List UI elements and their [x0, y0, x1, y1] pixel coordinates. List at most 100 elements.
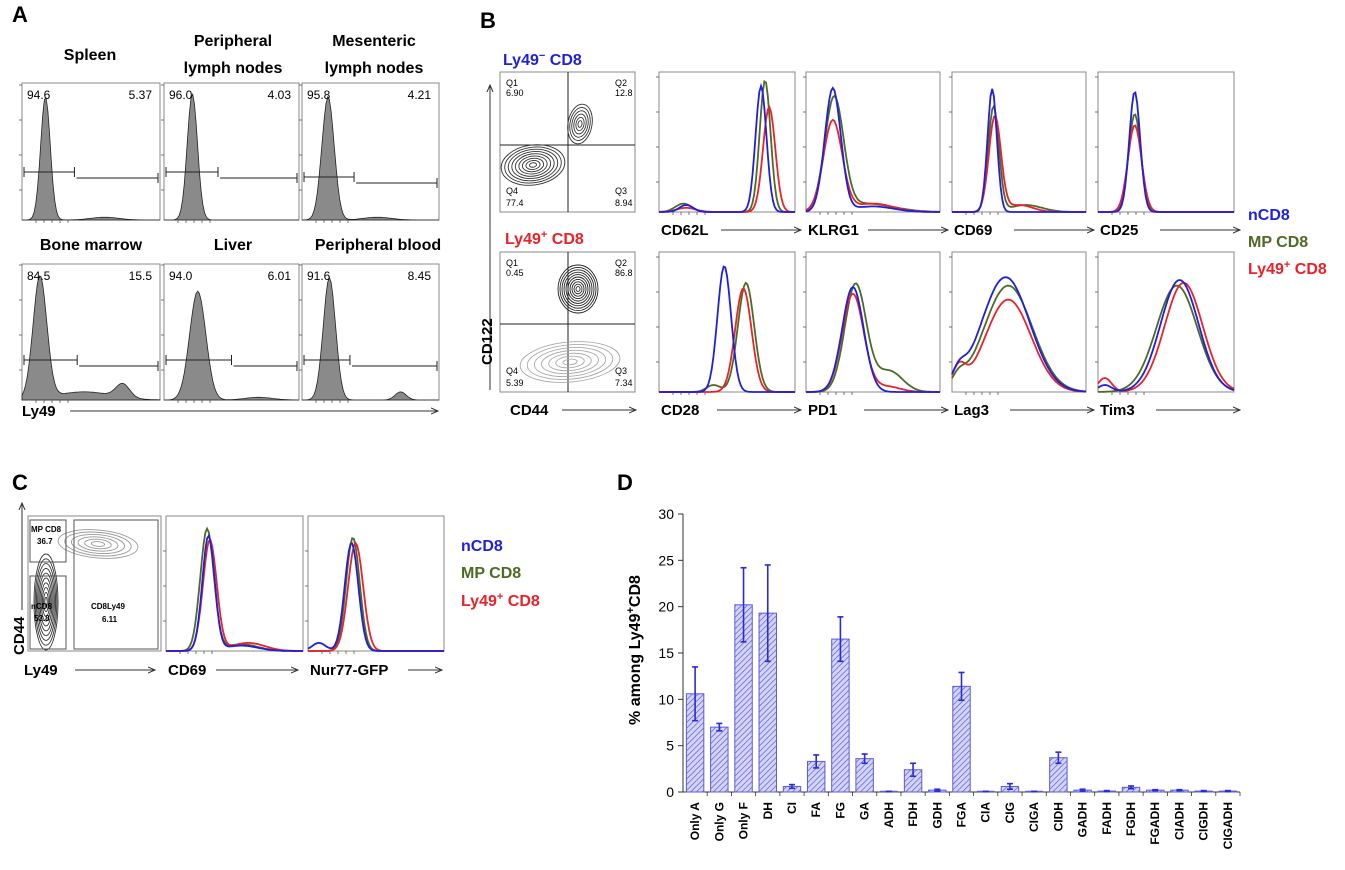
panel-b-contour-blob [504, 146, 562, 184]
panel-b-contour-blob [569, 278, 587, 300]
panel-b-q4-value: 5.39 [506, 378, 524, 388]
panel-c-contour-blob [34, 558, 58, 646]
panel-a-histogram-area [302, 276, 439, 401]
mp-cd8-histogram-line [806, 282, 940, 393]
panel-c-gate-ly49-name: CD8Ly49 [91, 602, 125, 611]
panel-b-q2-label: Q2 [615, 78, 627, 88]
x-tick-label: GA [858, 802, 872, 820]
panel-b: Ly49− CD8 Ly49+ CD8 Q16.90Q212.8Q477.4Q3… [479, 50, 1327, 419]
x-tick-label: Only A [688, 802, 702, 841]
panel-c-contour-blob [77, 536, 119, 552]
panel-c-contour-blob [43, 591, 49, 613]
panel-b-contour-blob [529, 162, 537, 168]
y-tick-label: 10 [658, 691, 674, 707]
panel-c-legend-ly49cd8: Ly49+ CD8 [461, 591, 540, 610]
panel-c-gate-n [29, 575, 67, 650]
panel-c-contour-blob [41, 587, 51, 617]
panel-b-contour-title-1: Ly49− CD8 [503, 50, 582, 69]
panel-b-marker-label-row2: CD28 [661, 402, 699, 419]
panel-label-a: A [12, 2, 28, 27]
panel-b-marker-label-row1: CD62L [661, 222, 709, 239]
panel-c-ylabel: CD44 [11, 616, 28, 655]
x-tick-label: FGDH [1124, 802, 1138, 836]
panel-a-histogram-area [164, 92, 299, 221]
panel-b-contour-blob [548, 352, 592, 372]
ncd8-histogram-line [659, 265, 795, 393]
panel-a-pct-left: 91.6 [307, 269, 331, 283]
panel-c-gate-ly49 [73, 519, 159, 650]
x-tick-label: FA [809, 802, 823, 818]
panel-c-contour-blob [90, 541, 106, 547]
ncd8-histogram-line [805, 86, 940, 213]
panel-c-marker-label: CD69 [168, 662, 206, 679]
bar [710, 726, 729, 793]
overlay-histogram-frame [951, 251, 1087, 393]
panel-b-q2-value: 86.8 [615, 268, 633, 278]
panel-a-pct-right: 5.37 [129, 88, 153, 102]
panel-c-gate-mp-value: 36.7 [37, 537, 53, 546]
panel-c-contour-blob [44, 596, 48, 608]
panel-a-histogram-area [164, 290, 299, 401]
panel-b-contour-blob [569, 107, 591, 141]
panel-b-q1-label: Q1 [506, 258, 518, 268]
panel-b-q2-label: Q2 [615, 258, 627, 268]
panel-b-contour-blob [518, 155, 548, 175]
x-tick-label: Only F [737, 802, 751, 839]
panel-b-contour-blob [573, 283, 583, 295]
panel-b-contour-blob [567, 276, 589, 302]
panel-b-contour-title-2: Ly49+ CD8 [505, 229, 584, 248]
panel-c-gate-mp-name: MP CD8 [31, 525, 62, 534]
panel-a-title-mln-1: Mesenteric [332, 33, 416, 50]
panel-b-q3-value: 8.94 [615, 198, 633, 208]
panel-b-contour-blob [511, 151, 555, 179]
ncd8-histogram-line [1097, 279, 1235, 392]
panel-d: % among Ly49+CD8 0 5 10 15 20 25 30 Only A Only … [625, 506, 1241, 849]
y-tick-label: 20 [658, 599, 674, 615]
panel-a-pct-left: 95.8 [307, 88, 331, 102]
panel-b-marker-label-row1: KLRG1 [808, 222, 859, 239]
panel-c-contour-blob [40, 582, 52, 622]
panel-b-q3-value: 7.34 [615, 378, 633, 388]
x-tick-label: FGADH [1148, 802, 1162, 845]
x-tick-label: CIA [979, 802, 993, 823]
x-tick-label: DH [761, 802, 775, 819]
panel-b-contour-blob [555, 355, 585, 369]
panel-c-contour-blob [70, 533, 126, 555]
mp-cd8-histogram-line [1098, 284, 1235, 393]
panel-c-contour-blob [39, 577, 53, 627]
panel-b-contour-blob [562, 358, 578, 366]
panel-b-q4-value: 77.4 [506, 198, 524, 208]
overlay-histogram-frame [805, 251, 941, 393]
panel-b-contour-blob [521, 157, 545, 173]
panel-a-title-liver: Liver [214, 237, 252, 254]
panel-b-contour-blob [519, 341, 621, 383]
panel-b-contour-blob [526, 344, 614, 380]
panel-a-xlabel: Ly49 [22, 403, 56, 420]
panel-b-q4-label: Q4 [506, 366, 518, 376]
panel-b-marker-label-row2: PD1 [808, 402, 837, 419]
panel-a-histogram-area [22, 97, 160, 221]
panel-a-pct-left: 94.0 [169, 269, 193, 283]
panel-a-title-pln-1: Peripheral [194, 33, 272, 50]
panel-a-pct-left: 84.5 [27, 269, 51, 283]
panel-b-legend-ly49cd8: Ly49+ CD8 [1248, 259, 1327, 278]
panel-a-histogram-area [301, 95, 439, 221]
panel-b-contour-blob [541, 349, 599, 375]
panel-b-q3-label: Q3 [615, 366, 627, 376]
panel-b-contour-blob [575, 116, 585, 132]
panel-c-contour-blob [64, 531, 132, 557]
panel-b-marker-label-row2: Lag3 [954, 402, 989, 419]
ncd8-histogram-line [952, 88, 1086, 213]
panel-a-histogram-area [21, 275, 161, 401]
panel-b-q1-label: Q1 [506, 78, 518, 88]
overlay-histogram-frame [805, 71, 941, 213]
panel-b-contour-blob [500, 144, 566, 186]
panel-b-q3-label: Q3 [615, 186, 627, 196]
panel-label-d: D [617, 470, 633, 495]
panel-label-c: C [12, 470, 28, 495]
x-tick-label: CIG [1003, 802, 1017, 823]
panel-c-contour-blob [35, 563, 57, 641]
y-tick-label: 0 [666, 784, 674, 800]
panel-b-contour-blob [507, 148, 559, 182]
